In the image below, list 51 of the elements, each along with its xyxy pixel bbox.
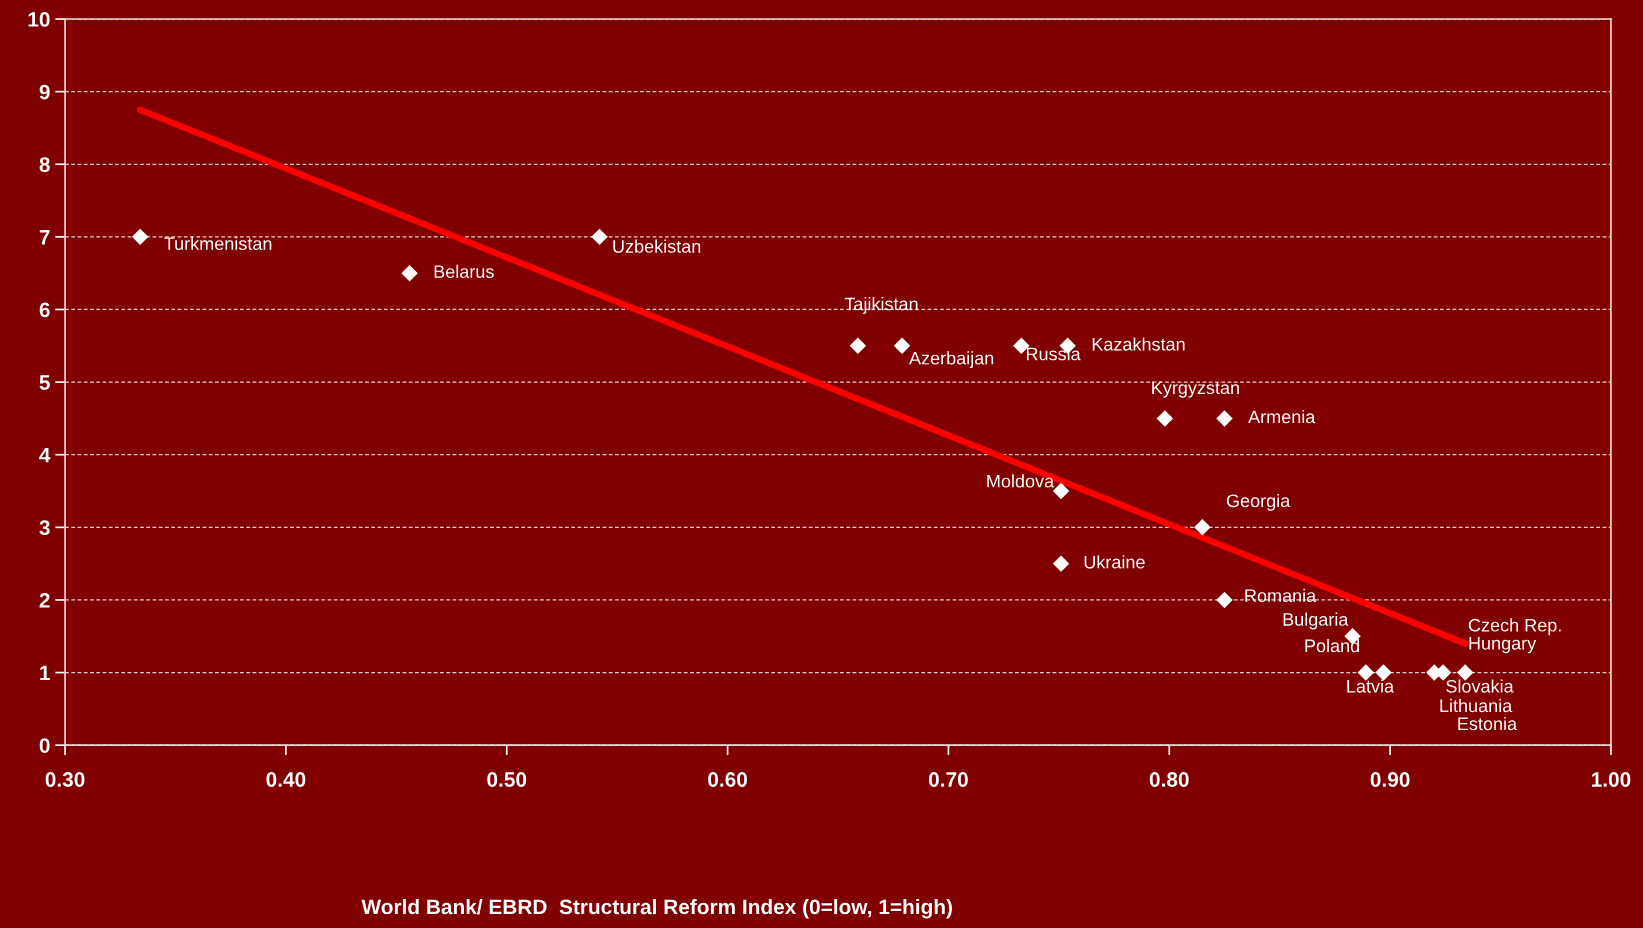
point [1156,410,1174,427]
annotation: Ukraine [1084,555,1145,569]
annotation: Czech Rep. [1468,618,1561,636]
y-tick-label: 8 [39,157,50,173]
y-tick-label: 5 [39,375,50,390]
annotation: Kyrgyzstan [1152,381,1239,398]
point [401,264,418,282]
annotation: Hungary [1469,637,1537,654]
point [1194,519,1211,536]
x-tick-label: 0.90 [1370,772,1410,787]
annotation: Romania [1245,588,1317,603]
y-tick-label: 4 [39,447,51,463]
annotation: Estonia [1458,716,1518,731]
y-tick-label: 6 [39,302,50,318]
annotation: Moldova [987,474,1055,488]
point [1216,410,1233,427]
y-tick-label: 3 [39,520,50,536]
x-tick-label: 0.80 [1149,772,1189,787]
x-tick-label: 0.60 [708,772,748,787]
annotation: Lithuania [1440,698,1513,713]
annotation: Turkmenistan [164,236,272,251]
annotation: Slovakia [1446,679,1514,693]
point [131,228,149,246]
x-tick-label: 0.50 [487,772,527,787]
x-tick-label: 0.40 [266,772,306,787]
x-tick-label: 1.00 [1592,772,1631,787]
y-tick-label: 0 [39,738,50,753]
x-tick-label: 0.30 [45,772,85,787]
point [849,337,867,355]
x-tick-label: 0.70 [928,772,968,787]
y-tick-label: 9 [39,84,50,100]
y-tick-label: 1 [40,665,50,681]
point [1216,591,1233,609]
annotation: Georgia [1226,493,1291,511]
point [1052,555,1070,572]
y-tick-label: 7 [39,230,50,245]
point [591,228,608,246]
annotation: Belarus [434,264,494,279]
annotation: Bulgaria [1283,612,1349,630]
annotation: Poland [1305,638,1360,653]
y-tick-label: 10 [28,12,50,27]
point [893,337,911,355]
point [1052,482,1070,500]
text: World Bank/ EBRD Structural Reform Index (0=low, 1=high) [361,898,952,919]
annotation: Armenia [1248,410,1316,424]
annotation: Kazakhstan [1092,337,1185,351]
annotation: Tajikistan [844,297,918,314]
annotation: Azerbaijan [909,351,994,369]
y-tick-label: 2 [39,592,50,608]
annotation: Uzbekistan [613,239,701,253]
annotation: Latvia [1347,679,1395,693]
